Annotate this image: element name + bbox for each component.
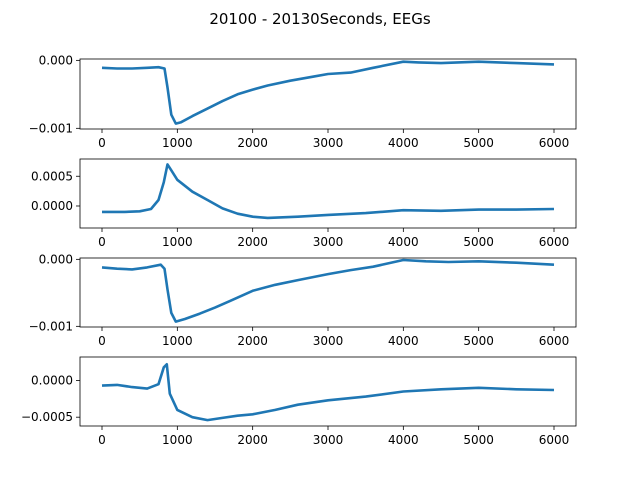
x-tick-label: 3000 xyxy=(313,334,344,348)
x-tick-label: 4000 xyxy=(388,136,419,150)
x-tick-label: 5000 xyxy=(463,136,494,150)
x-tick-label: 1000 xyxy=(162,433,193,447)
subplot-4: 0 1000 2000 3000 4000 5000 6000 0.0000 −0.0005 xyxy=(21,356,577,447)
y-tick-label: 0.0000 xyxy=(31,373,73,387)
x-tick-label: 2000 xyxy=(237,136,268,150)
x-tick-label: 4000 xyxy=(388,334,419,348)
x-tick-label: 6000 xyxy=(539,433,570,447)
x-tick-label: 0 xyxy=(98,334,106,348)
axes-frame xyxy=(79,257,577,328)
x-tick-label: 4000 xyxy=(388,235,419,249)
y-tick-label: 0.000 xyxy=(39,252,73,266)
chart-title: 20100 - 20130Seconds, EEGs xyxy=(209,10,431,28)
x-tick-label: 0 xyxy=(98,136,106,150)
x-tick-label: 0 xyxy=(98,235,106,249)
x-tick-label: 1000 xyxy=(162,136,193,150)
x-tick-label: 1000 xyxy=(162,235,193,249)
x-tick-label: 4000 xyxy=(388,433,419,447)
axes-frame xyxy=(79,58,577,130)
subplot-1: 0 1000 2000 3000 4000 5000 6000 0.000 −0.001 xyxy=(29,53,577,150)
series-line xyxy=(102,163,555,220)
x-tick-label: 6000 xyxy=(539,334,570,348)
x-tick-label: 1000 xyxy=(162,334,193,348)
x-tick-label: 5000 xyxy=(463,334,494,348)
y-tick-label: 0.000 xyxy=(39,53,73,67)
subplots: 0 1000 2000 3000 4000 5000 6000 0.000 −0.001 0 100… xyxy=(21,53,577,447)
x-tick-label: 3000 xyxy=(313,136,344,150)
x-tick-label: 5000 xyxy=(463,235,494,249)
x-tick-label: 2000 xyxy=(237,235,268,249)
y-tick-label: 0.0000 xyxy=(31,199,73,213)
x-tick-label: 3000 xyxy=(313,433,344,447)
x-tick-label: 6000 xyxy=(539,235,570,249)
subplot-3: 0 1000 2000 3000 4000 5000 6000 0.000 −0.001 xyxy=(29,252,577,348)
series-line xyxy=(101,258,555,323)
x-tick-label: 5000 xyxy=(463,433,494,447)
x-tick-label: 2000 xyxy=(237,334,268,348)
x-tick-label: 2000 xyxy=(237,433,268,447)
y-tick-label: −0.001 xyxy=(29,121,73,135)
y-tick-label: −0.0005 xyxy=(21,410,73,424)
x-tick-label: 3000 xyxy=(313,235,344,249)
series-line xyxy=(101,60,555,125)
y-tick-label: −0.001 xyxy=(29,319,73,333)
subplot-2: 0 1000 2000 3000 4000 5000 6000 0.0005 0.0000 xyxy=(31,158,577,249)
axes-frame xyxy=(79,356,577,427)
series-line xyxy=(101,363,555,422)
x-tick-label: 0 xyxy=(98,433,106,447)
y-tick-label: 0.0005 xyxy=(31,169,73,183)
axes-frame xyxy=(79,158,577,229)
x-tick-label: 6000 xyxy=(539,136,570,150)
